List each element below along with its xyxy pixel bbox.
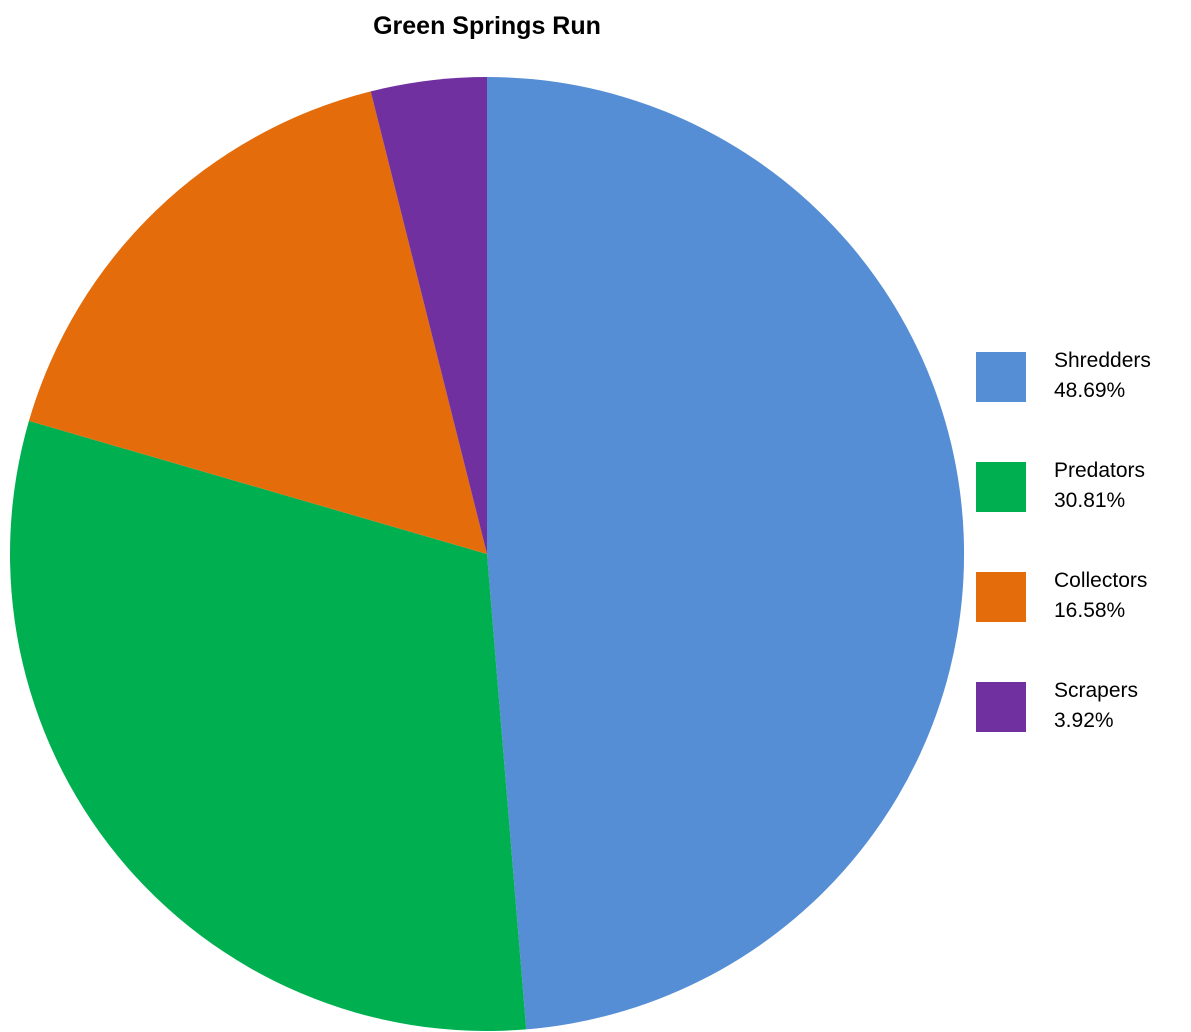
legend-swatch-scrapers [976,682,1026,732]
legend-text-shredders: Shredders 48.69% [1054,346,1151,406]
legend-item-predators: Predators 30.81% [976,456,1186,566]
pie-slice-predators [9,420,527,1032]
legend-text-predators: Predators 30.81% [1054,456,1145,516]
legend-item-scrapers: Scrapers 3.92% [976,676,1186,786]
legend-text-scrapers: Scrapers 3.92% [1054,676,1138,736]
pie-chart [9,76,965,1032]
legend: Shredders 48.69% Predators 30.81% Collec… [976,346,1186,786]
legend-label-shredders: Shredders [1054,349,1151,372]
legend-label-collectors: Collectors [1054,569,1148,592]
legend-item-collectors: Collectors 16.58% [976,566,1186,676]
pie-slice-scrapers [370,77,487,554]
legend-label-predators: Predators [1054,459,1146,482]
legend-percent-scrapers: 3.92% [1054,709,1114,732]
legend-swatch-predators [976,462,1026,512]
pie-slice-collectors [28,91,487,555]
legend-swatch-shredders [976,352,1026,402]
legend-percent-shredders: 48.69% [1054,379,1126,402]
pie-slice-shredders [487,76,965,1030]
legend-text-collectors: Collectors 16.58% [1054,566,1147,626]
legend-swatch-collectors [976,572,1026,622]
legend-percent-predators: 30.81% [1054,489,1126,512]
chart-title: Green Springs Run [373,12,601,40]
legend-label-scrapers: Scrapers [1054,679,1139,702]
legend-item-shredders: Shredders 48.69% [976,346,1186,456]
legend-percent-collectors: 16.58% [1054,599,1126,622]
pie-slices [9,76,965,1032]
